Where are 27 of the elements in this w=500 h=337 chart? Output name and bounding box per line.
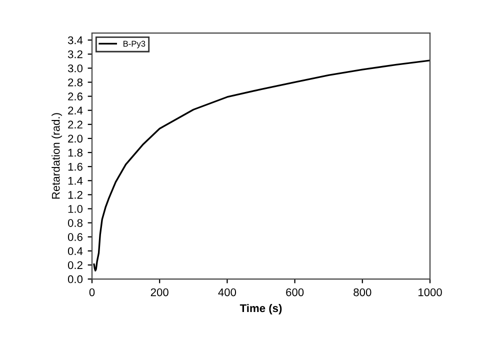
y-tick-label: 2.4 — [68, 106, 83, 114]
y-tick-label: 3.2 — [68, 50, 82, 58]
y-tick-label: 1.4 — [68, 177, 83, 185]
y-tick-label: 0.2 — [68, 261, 82, 270]
y-tick-label: 2.6 — [68, 92, 82, 100]
y-tick-label: 1.0 — [68, 205, 83, 213]
y-tick-label: 2.2 — [68, 120, 82, 128]
legend-label: B-Py3 — [124, 40, 146, 48]
y-tick-label: 0.6 — [68, 233, 82, 241]
y-tick-label: 1.2 — [68, 190, 82, 199]
y-tick-label: 1.8 — [68, 148, 82, 157]
x-tick-label: 800 — [354, 288, 372, 296]
y-tick-label: 3.4 — [68, 36, 83, 44]
y-tick-label: 3.0 — [68, 64, 83, 72]
y-tick-label: 2.8 — [68, 78, 82, 86]
y-tick-label: 0.4 — [68, 247, 83, 256]
y-axis-title: Retardation (rad.) — [52, 113, 62, 199]
x-tick-label: 400 — [218, 288, 236, 296]
y-tick-label: 2.0 — [68, 134, 83, 143]
y-tick-label: 0.0 — [68, 275, 83, 284]
y-tick-label: 0.8 — [68, 219, 82, 227]
y-tick-label: 1.6 — [68, 162, 82, 171]
x-tick-label: 200 — [150, 288, 168, 296]
x-tick-label: 1000 — [418, 288, 442, 296]
x-axis-title: Time (s) — [240, 304, 282, 314]
x-tick-label: 600 — [286, 288, 304, 296]
x-tick-label: 0 — [89, 288, 95, 296]
